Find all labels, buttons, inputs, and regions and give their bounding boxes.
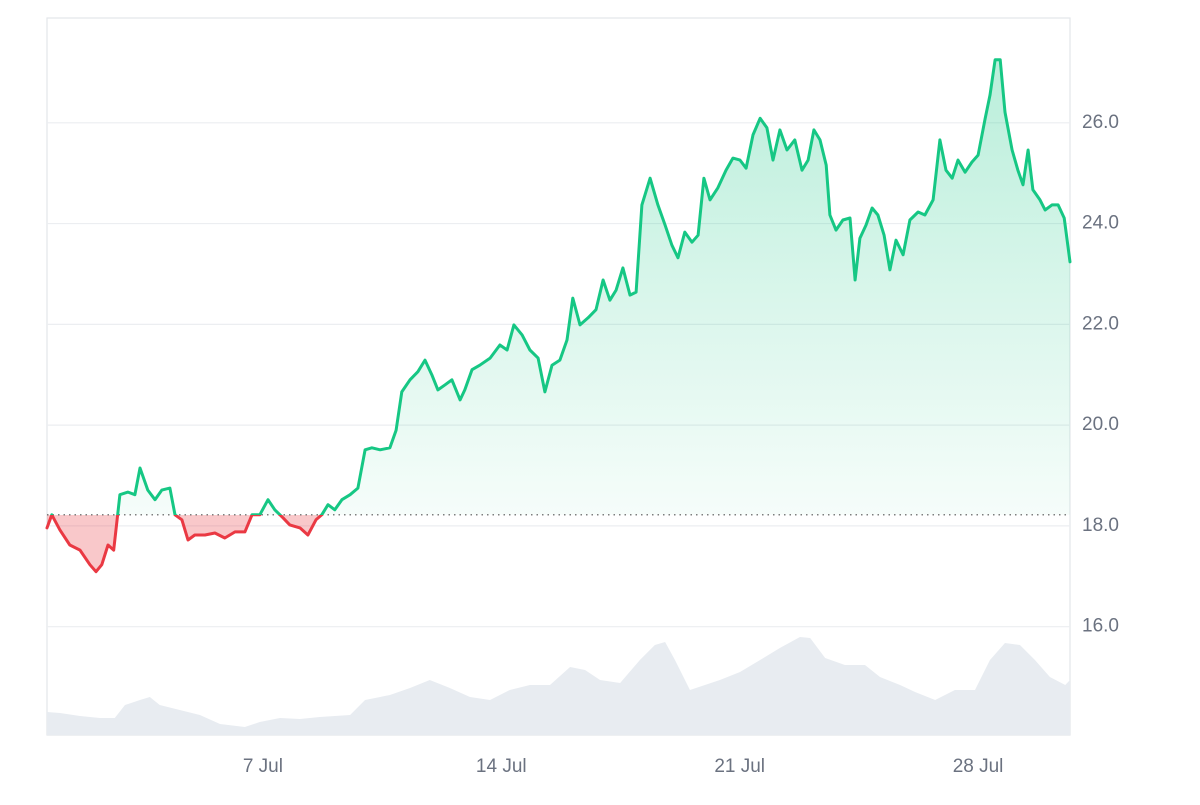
y-tick-label: 16.0 [1082, 616, 1119, 637]
y-tick-label: 26.0 [1082, 112, 1119, 133]
volume-area [47, 637, 1070, 735]
x-tick-label: 14 Jul [476, 756, 527, 777]
y-tick-label: 24.0 [1082, 213, 1119, 234]
y-tick-label: 18.0 [1082, 515, 1119, 536]
y-tick-label: 22.0 [1082, 313, 1119, 334]
x-tick-label: 7 Jul [243, 756, 283, 777]
price-line [45, 58, 1072, 574]
y-tick-label: 20.0 [1082, 414, 1119, 435]
x-tick-label: 28 Jul [953, 756, 1004, 777]
x-tick-label: 21 Jul [714, 756, 765, 777]
price-area [47, 59, 1070, 572]
